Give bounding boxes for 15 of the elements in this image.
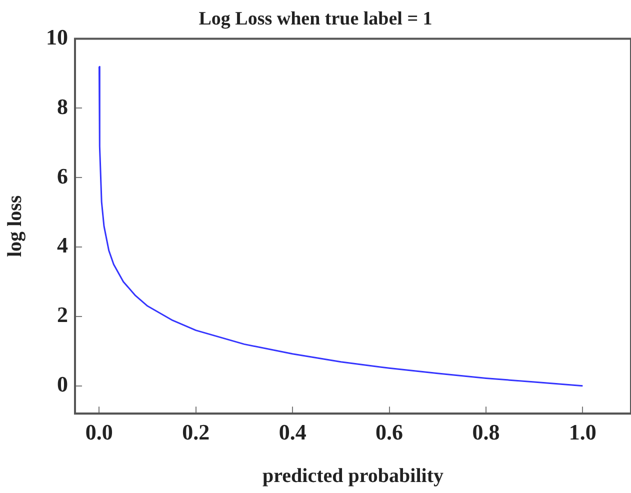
y-axis-title: log loss (4, 195, 26, 258)
y-tick-label: 2 (57, 302, 68, 328)
y-tick-label: 0 (57, 372, 68, 397)
x-axis-title: predicted probability (262, 465, 444, 488)
x-tick-label: 0.8 (472, 419, 500, 444)
x-tick-label: 0.6 (376, 419, 404, 444)
x-tick-label: 0.0 (85, 419, 113, 444)
y-tick-label: 4 (57, 232, 68, 258)
x-tick-label: 1.0 (568, 419, 596, 444)
y-tick-label: 8 (57, 94, 68, 119)
chart-title: Log Loss when true label = 1 (198, 8, 432, 30)
y-tick-label: 6 (57, 163, 68, 188)
y-tick-label: 10 (46, 24, 68, 50)
x-tick-label: 0.4 (278, 419, 306, 444)
x-tick-label: 0.2 (182, 419, 210, 444)
